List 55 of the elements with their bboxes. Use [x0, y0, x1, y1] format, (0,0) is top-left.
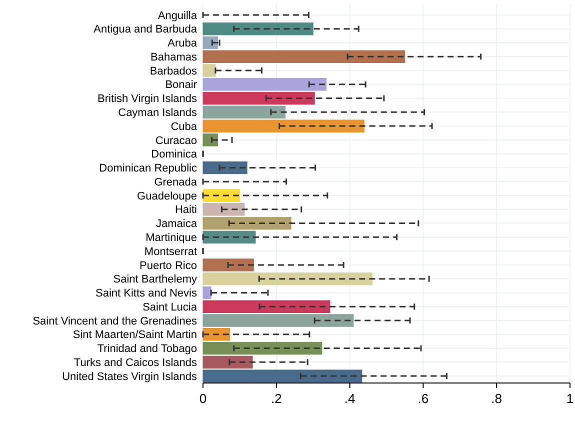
y-tick-label: British Virgin Islands — [98, 93, 198, 106]
y-tick-label: Trinidad and Tobago — [97, 343, 197, 356]
bar — [202, 370, 362, 382]
bar — [202, 258, 254, 272]
y-tick-label: Dominican Republic — [99, 162, 198, 175]
y-tick-label: Haiti — [174, 204, 197, 216]
bar — [202, 78, 327, 91]
bar — [202, 342, 322, 355]
bar — [202, 356, 253, 369]
y-tick-label: Saint Lucia — [142, 301, 198, 314]
y-tick-label: Anguilla — [158, 10, 198, 22]
bar — [202, 203, 245, 216]
y-tick-label: Antigua and Barbuda — [94, 24, 198, 36]
y-tick-label: Saint Kitts and Nevis — [96, 288, 198, 300]
bar — [202, 106, 286, 119]
x-tick-label: .4 — [344, 391, 356, 406]
bar — [202, 272, 372, 286]
bar — [202, 328, 230, 341]
bar — [202, 64, 216, 77]
bar — [202, 92, 315, 105]
bar — [202, 120, 364, 132]
bar — [202, 314, 354, 327]
y-tick-label: Jamaica — [156, 218, 198, 230]
y-tick-label: Puerto Rico — [140, 260, 197, 272]
x-tick-label: .8 — [491, 391, 502, 406]
y-tick-label: Bahamas — [150, 51, 198, 64]
y-tick-label: Barbados — [150, 65, 198, 78]
bar — [202, 161, 248, 174]
bar — [202, 50, 406, 63]
y-tick-label: Cuba — [170, 120, 198, 133]
x-tick-label: 1 — [566, 391, 574, 406]
bar — [202, 22, 314, 36]
y-tick-label: Turks and Caicos Islands — [74, 357, 198, 370]
y-tick-label: Bonair — [165, 79, 198, 92]
y-tick-label: Aruba — [168, 38, 198, 50]
bar — [202, 216, 292, 230]
y-tick-label: Saint Barthelemy — [113, 274, 198, 286]
bar — [202, 36, 218, 50]
y-tick-label: Cayman Islands — [118, 107, 198, 120]
bar — [202, 286, 212, 300]
y-tick-label: Sint Maarten/Saint Martin — [72, 329, 197, 342]
x-tick-label: .6 — [418, 391, 429, 406]
x-tick-label: .2 — [270, 391, 282, 406]
y-tick-label: Montserrat — [144, 246, 197, 258]
bar — [202, 230, 256, 244]
x-tick-label: 0 — [199, 391, 207, 406]
y-tick-label: Grenada — [154, 176, 198, 188]
y-tick-label: Martinique — [146, 232, 197, 244]
y-tick-label: United States Virgin Islands — [62, 370, 198, 383]
y-tick-label: Saint Vincent and the Grenadines — [32, 315, 198, 328]
y-tick-label: Dominica — [151, 148, 198, 161]
y-tick-label: Curacao — [155, 134, 197, 147]
bar — [202, 134, 218, 146]
bar — [202, 300, 330, 313]
y-tick-label: Guadeloupe — [137, 190, 197, 202]
